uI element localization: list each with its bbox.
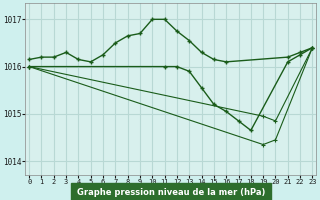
X-axis label: Graphe pression niveau de la mer (hPa): Graphe pression niveau de la mer (hPa) (76, 188, 265, 197)
